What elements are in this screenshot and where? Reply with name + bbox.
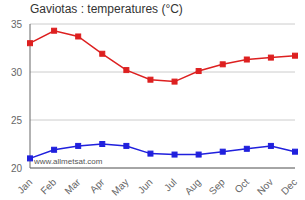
svg-text:May: May bbox=[109, 176, 130, 197]
svg-text:Feb: Feb bbox=[38, 176, 58, 196]
html-text:Gaviotas : temperatures (°C): Gaviotas : temperatures (°C) bbox=[30, 2, 183, 16]
svg-text:Jul: Jul bbox=[162, 176, 179, 193]
svg-text:Nov: Nov bbox=[255, 176, 275, 196]
svg-text:25: 25 bbox=[11, 115, 23, 126]
svg-text:Apr: Apr bbox=[88, 176, 107, 195]
svg-text:Aug: Aug bbox=[183, 176, 203, 196]
svg-text:Jan: Jan bbox=[15, 176, 34, 195]
svg-text:Sep: Sep bbox=[207, 176, 228, 197]
svg-text:20: 20 bbox=[11, 163, 23, 174]
svg-text:Mar: Mar bbox=[62, 176, 82, 196]
svg-text:Dec: Dec bbox=[279, 176, 297, 196]
svg-text:Oct: Oct bbox=[232, 176, 251, 195]
svg-text:Jun: Jun bbox=[136, 176, 155, 195]
svg-text:35: 35 bbox=[11, 19, 23, 30]
svg-text:30: 30 bbox=[11, 67, 23, 78]
html-text:www.allmetsat.com: www.allmetsat.com bbox=[34, 157, 103, 166]
